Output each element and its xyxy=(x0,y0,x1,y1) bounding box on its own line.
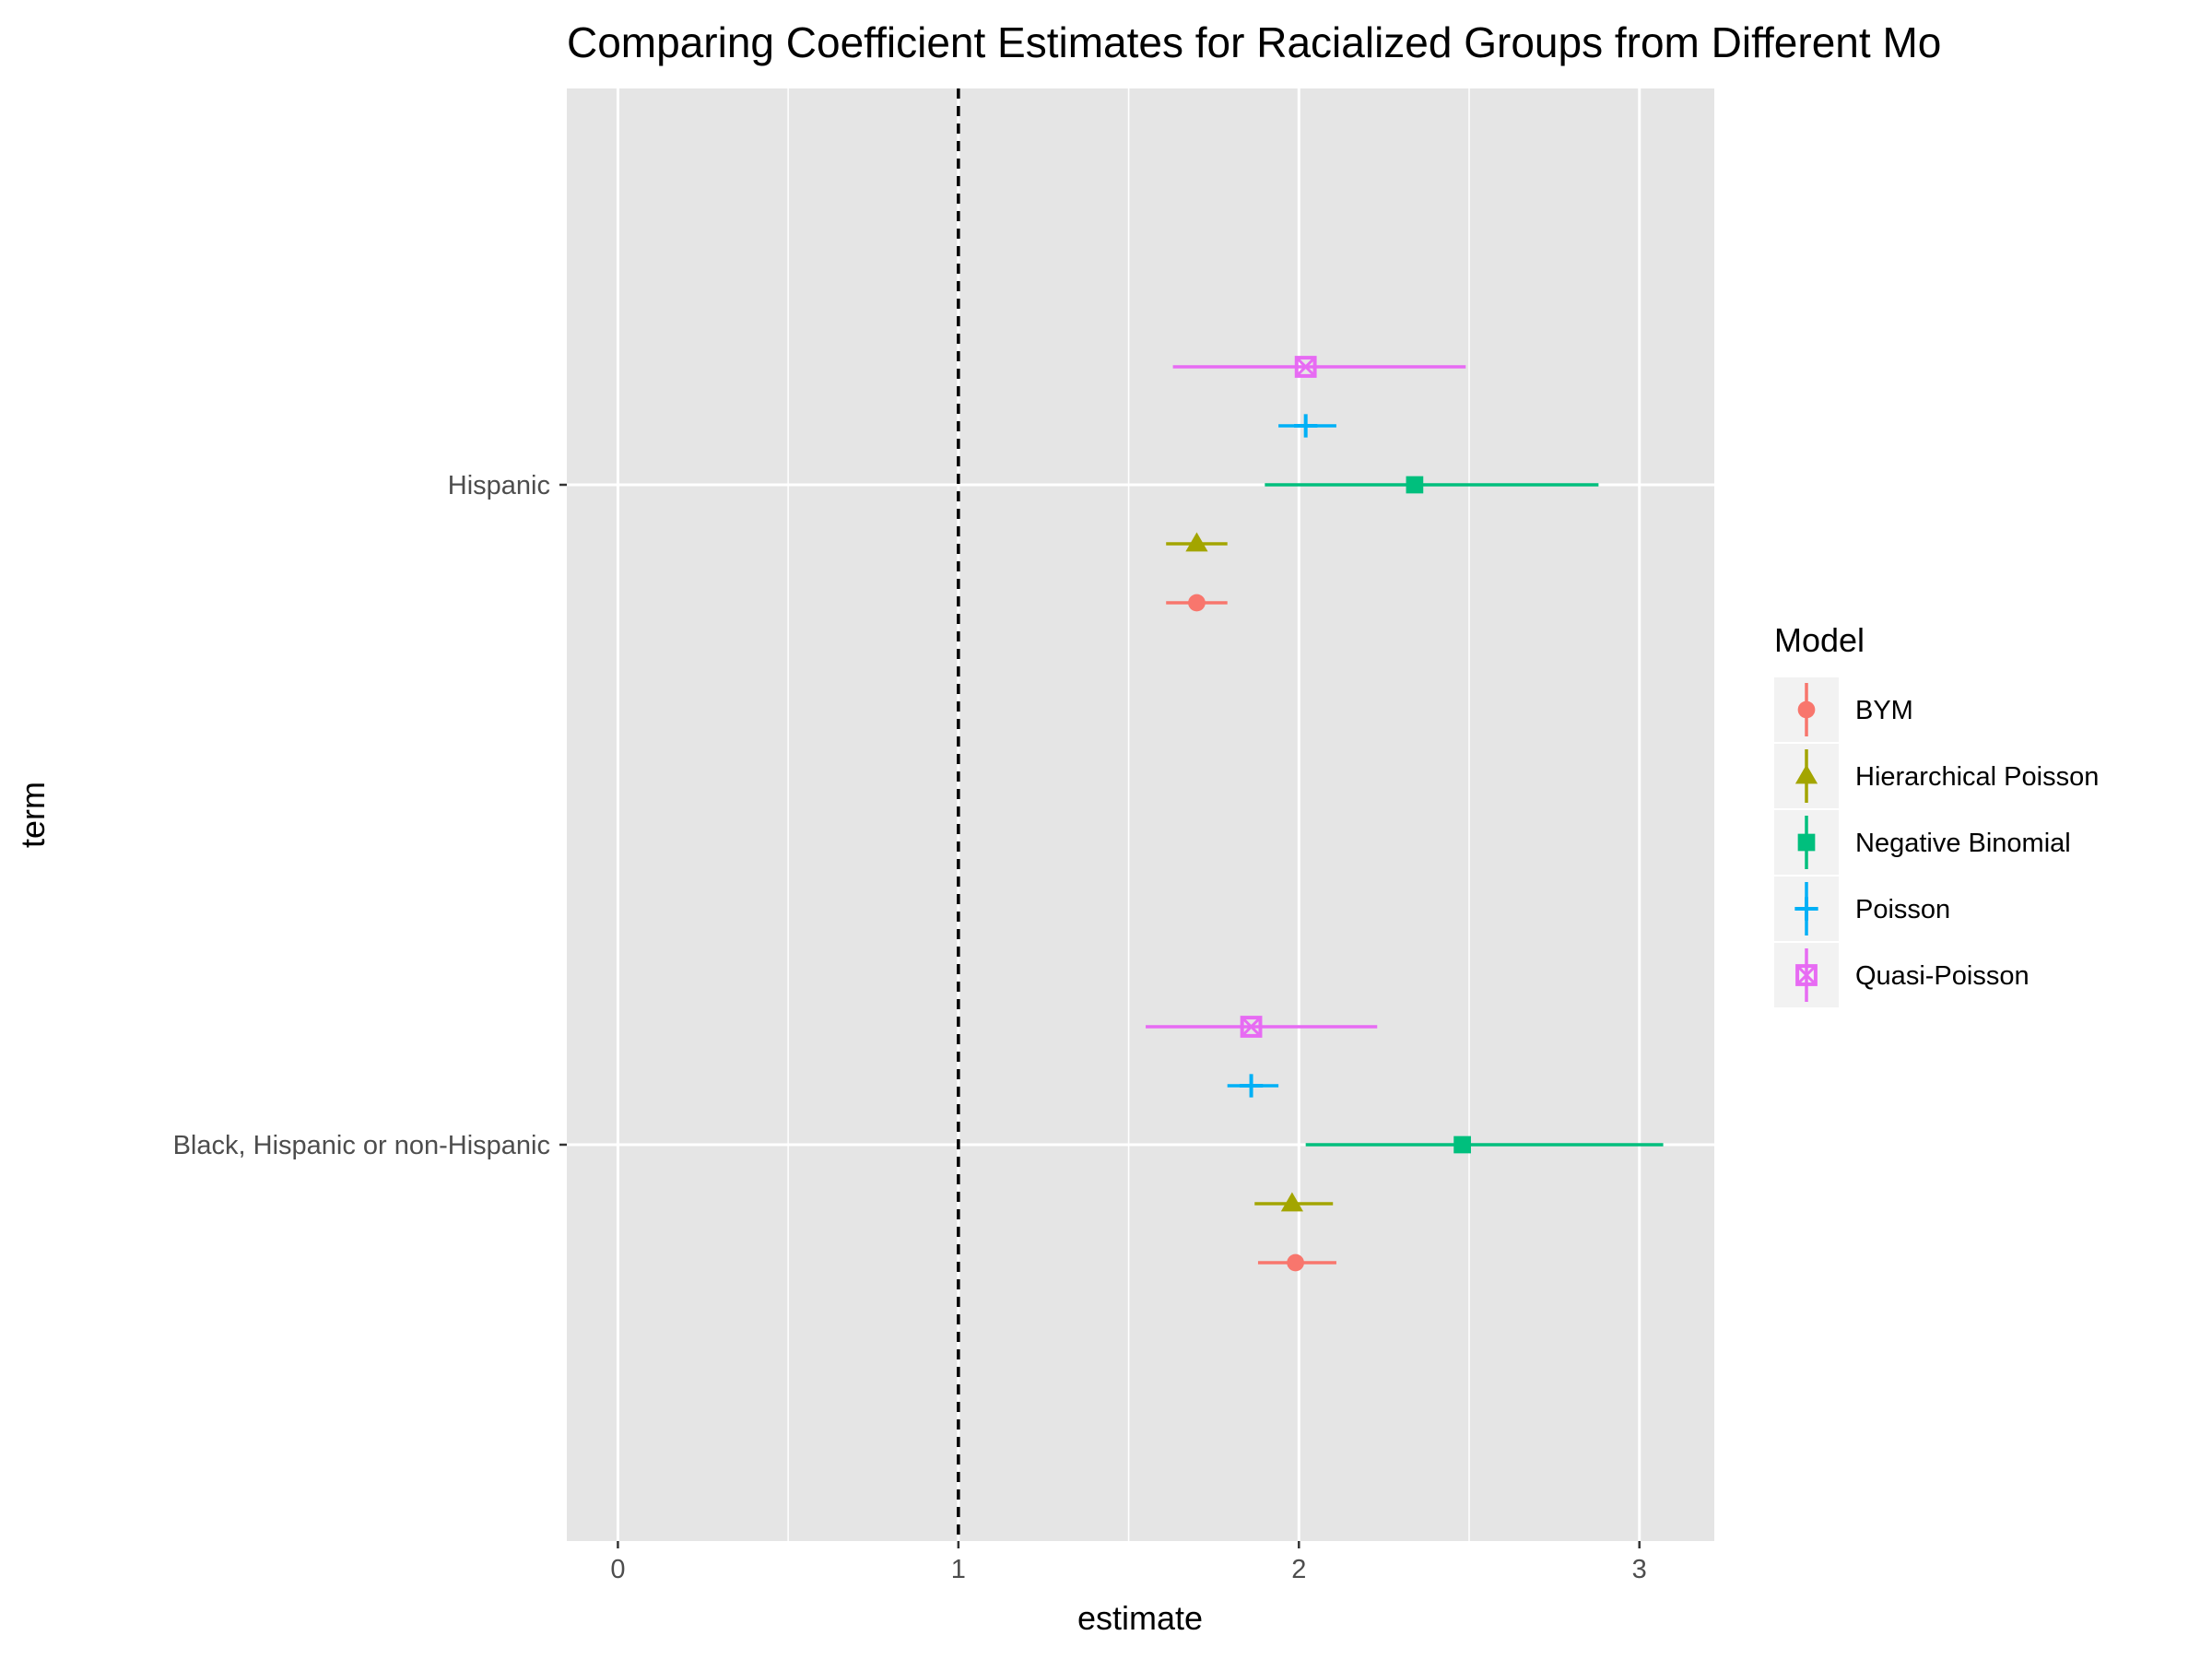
y-axis: Hispanic Black, Hispanic or non-Hispanic xyxy=(173,471,567,1160)
grid-minor xyxy=(787,88,1470,1541)
legend-label-negative-binomial: Negative Binomial xyxy=(1855,829,2071,858)
point-quasi-poisson-x2 xyxy=(1295,357,1316,377)
y-axis-title: term xyxy=(14,782,52,848)
legend-key-quasi-poisson xyxy=(1795,964,1818,986)
point-bym xyxy=(1188,594,1206,612)
legend-label-quasi-poisson: Quasi-Poisson xyxy=(1855,961,2030,991)
legend-key-poisson xyxy=(1794,897,1818,921)
x-tick-label: 3 xyxy=(1632,1555,1647,1584)
point-poisson xyxy=(1294,414,1318,438)
point-quasi-poisson-box xyxy=(1240,1016,1263,1038)
x-tick-label: 1 xyxy=(951,1555,966,1584)
legend: Model BYM Hierarchical Poisson Negative Bi… xyxy=(1774,621,2099,1007)
legend-key-hierarchical-poisson xyxy=(1794,764,1818,784)
point-quasi-poisson-box xyxy=(1294,356,1317,378)
legend-key-bym xyxy=(1797,700,1816,719)
point-bym xyxy=(1287,1253,1304,1272)
point-hierarchical-poisson xyxy=(1280,1192,1303,1212)
plot-panel xyxy=(567,88,1714,1541)
legend-label-poisson: Poisson xyxy=(1855,895,1950,924)
x-axis: 0 1 2 3 xyxy=(610,1541,1647,1584)
point-hierarchical-poisson xyxy=(1185,532,1208,552)
data-marks xyxy=(1146,356,1664,1272)
x-axis-title: estimate xyxy=(1077,1599,1203,1637)
legend-keys: BYM Hierarchical Poisson Negative Binomial… xyxy=(1774,677,2099,1007)
legend-label-hierarchical-poisson: Hierarchical Poisson xyxy=(1855,762,2099,792)
x-tick-label: 2 xyxy=(1291,1555,1306,1584)
legend-key-quasi-poisson-box xyxy=(1795,964,1818,986)
y-tick-label: Black, Hispanic or non-Hispanic xyxy=(173,1131,550,1160)
point-quasi-poisson-x2 xyxy=(1241,1017,1262,1037)
point-poisson xyxy=(1239,1074,1264,1098)
legend-key-quasi-poisson-x2 xyxy=(1796,965,1817,985)
point-quasi-poisson xyxy=(1240,1016,1263,1038)
legend-key-negative-binomial xyxy=(1797,833,1816,852)
x-tick-label: 0 xyxy=(610,1555,625,1584)
point-negative-binomial xyxy=(1453,1135,1471,1154)
legend-label-bym: BYM xyxy=(1855,696,1913,725)
y-tick-label: Hispanic xyxy=(448,471,550,500)
chart-title: Comparing Coefficient Estimates for Raci… xyxy=(567,18,1941,66)
point-quasi-poisson xyxy=(1294,356,1317,378)
legend-title: Model xyxy=(1774,621,1865,659)
point-negative-binomial xyxy=(1406,476,1424,494)
